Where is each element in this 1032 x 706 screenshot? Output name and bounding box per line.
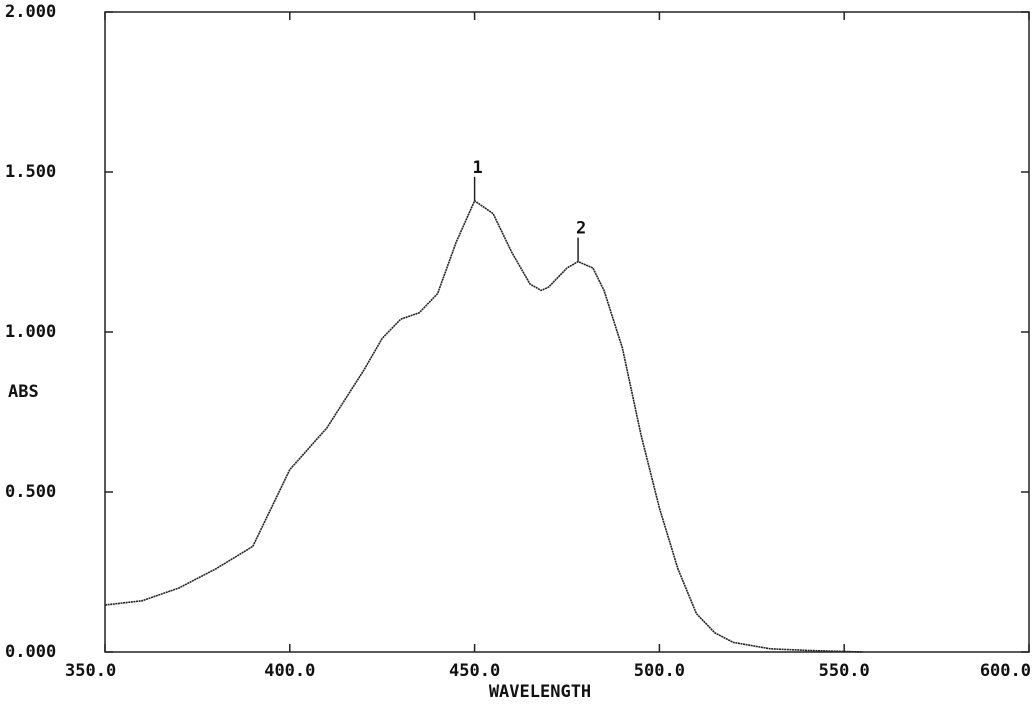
peak-label: 1: [472, 158, 482, 178]
x-tick-label: 550.0: [819, 661, 870, 681]
x-tick-label: 350.0: [65, 661, 116, 681]
y-tick-label: 2.000: [5, 2, 56, 22]
y-axis-label: ABS: [8, 382, 39, 402]
x-tick-label: 450.0: [449, 661, 500, 681]
x-tick-label: 500.0: [634, 661, 685, 681]
x-tick-label: 400.0: [264, 661, 315, 681]
y-tick-label: 0.500: [5, 482, 56, 502]
peak-label: 2: [576, 219, 586, 239]
y-tick-label: 1.500: [5, 162, 56, 182]
x-tick-label: 600.0: [980, 661, 1031, 681]
spectrum-line: [104, 199, 863, 653]
y-tick-label: 1.000: [5, 322, 56, 342]
y-tick-label: 0.000: [5, 642, 56, 662]
plot-frame: [104, 11, 1030, 653]
x-axis-label: WAVELENGTH: [489, 682, 591, 702]
